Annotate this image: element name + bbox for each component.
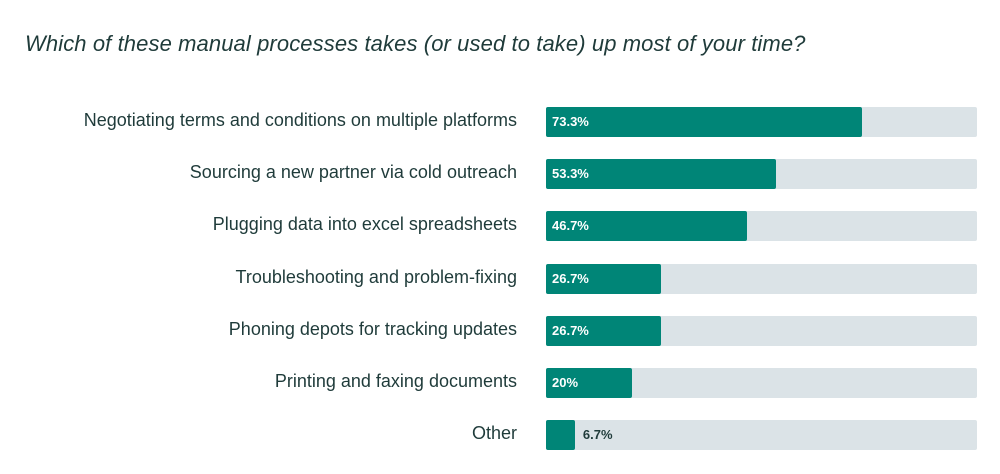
bar-row: Other 6.7% [0, 420, 1000, 450]
chart-title: Which of these manual processes takes (o… [25, 31, 806, 56]
bar [546, 159, 776, 189]
bar [546, 316, 662, 346]
bar-track: 46.7% [546, 211, 977, 241]
bar [546, 368, 633, 398]
bar-row: Sourcing a new partner via cold outreach… [0, 159, 1000, 189]
value-label: 53.3% [552, 166, 589, 181]
bar-track: 26.7% [546, 316, 977, 346]
category-label: Plugging data into excel spreadsheets [212, 214, 517, 234]
bar-row: Plugging data into excel spreadsheets 46.… [0, 211, 1000, 241]
bar-row: Troubleshooting and problem-fixing 26.7% [0, 264, 1000, 294]
bar-track: 20% [546, 368, 977, 398]
category-label: Troubleshooting and problem-fixing [235, 267, 518, 287]
bar [546, 420, 575, 450]
bar [546, 211, 748, 241]
category-label: Printing and faxing documents [274, 371, 517, 391]
category-label: Sourcing a new partner via cold outreach [189, 162, 517, 182]
bar [546, 107, 862, 137]
bar-track: 6.7% [546, 420, 977, 450]
bar-track: 26.7% [546, 264, 977, 294]
bar [546, 264, 662, 294]
bar-track: 73.3% [546, 107, 977, 137]
value-label: 26.7% [552, 271, 589, 286]
value-label: 20% [552, 375, 579, 390]
category-label: Phoning depots for tracking updates [228, 319, 517, 339]
value-label: 6.7% [582, 427, 613, 442]
value-label: 73.3% [552, 114, 589, 129]
bar-row: Phoning depots for tracking updates 26.7% [0, 316, 1000, 346]
value-label: 26.7% [552, 323, 589, 338]
value-label: 46.7% [552, 218, 589, 233]
category-label: Other [471, 423, 517, 443]
bar-row: Printing and faxing documents 20% [0, 368, 1000, 398]
category-label: Negotiating terms and conditions on mult… [83, 110, 517, 130]
bar-track: 53.3% [546, 159, 977, 189]
bar-row: Negotiating terms and conditions on mult… [0, 107, 1000, 137]
